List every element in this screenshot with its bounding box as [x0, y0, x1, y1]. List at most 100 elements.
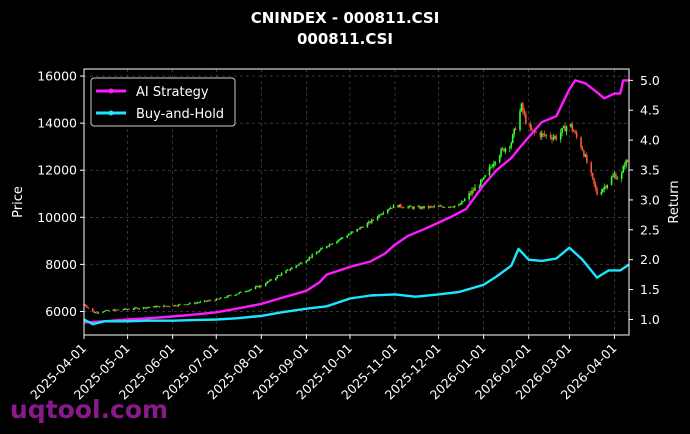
candle-body	[513, 128, 515, 135]
candle-body	[539, 132, 542, 137]
candle-body	[600, 191, 603, 195]
candle-body	[503, 148, 505, 152]
legend-label-ai: AI Strategy	[136, 85, 209, 100]
candle-body	[413, 206, 415, 209]
candle-body	[105, 310, 107, 312]
candle-body	[118, 309, 120, 311]
candle-body	[511, 134, 514, 143]
candle-body	[266, 281, 268, 284]
candle-body	[295, 265, 297, 268]
candle-body	[275, 277, 277, 281]
candle-body	[562, 126, 565, 128]
candle-body	[400, 204, 402, 208]
y-tick-label: 16000	[37, 69, 77, 84]
candle-body	[423, 206, 425, 209]
y2-tick-label: 2.5	[640, 222, 660, 237]
candle-body	[145, 307, 148, 309]
candle-body	[346, 235, 348, 238]
candle-body	[603, 186, 606, 189]
candle-body	[132, 308, 135, 310]
candle-body	[613, 174, 616, 176]
candle-body	[142, 307, 145, 309]
candle-body	[590, 162, 593, 173]
candle-body	[437, 206, 440, 207]
candle-body	[572, 130, 575, 132]
candle-body	[551, 137, 553, 140]
y2-tick-label: 3.0	[640, 192, 660, 207]
candle-body	[408, 205, 411, 207]
candle-body	[440, 205, 443, 207]
candle-body	[549, 135, 552, 138]
candle-body	[402, 207, 405, 209]
candle-body	[91, 308, 94, 312]
candle-body	[468, 193, 470, 200]
candle-body	[491, 166, 494, 168]
candle-body	[376, 217, 379, 220]
candle-body	[152, 306, 155, 308]
candle-body	[291, 267, 293, 270]
candle-body	[173, 305, 175, 307]
candle-body	[311, 254, 313, 258]
candle-body	[366, 223, 369, 228]
candle-body	[443, 207, 446, 208]
candle-body	[474, 187, 476, 191]
candle-body	[510, 142, 513, 147]
candle-body	[554, 136, 556, 138]
candle-body	[490, 166, 492, 168]
y2-axis-label: Return	[667, 180, 682, 223]
legend: AI Strategy Buy-and-Hold	[90, 77, 236, 127]
candle-body	[386, 209, 389, 213]
candle-body	[154, 306, 157, 308]
candle-body	[411, 206, 414, 209]
candle-body	[472, 190, 475, 192]
candle-body	[389, 207, 392, 209]
candle-body	[447, 207, 450, 208]
y2-tick-label: 1.0	[640, 312, 660, 327]
legend-box	[90, 77, 236, 127]
candle-body	[209, 300, 212, 302]
legend-marker-bh	[108, 110, 114, 116]
candle-body	[193, 302, 196, 304]
candle-body	[338, 239, 341, 240]
y-tick-label: 10000	[37, 210, 77, 225]
candle-body	[276, 275, 279, 278]
candle-body	[514, 128, 517, 130]
candle-body	[336, 241, 338, 244]
candle-body	[128, 309, 130, 310]
candle-body	[418, 206, 421, 209]
candle-body	[237, 293, 239, 295]
candle-body	[575, 132, 578, 138]
candle-body	[163, 305, 165, 308]
candle-body	[359, 227, 361, 230]
candle-body	[519, 111, 521, 130]
candle-body	[379, 214, 382, 216]
candle-body	[381, 213, 383, 215]
candle-body	[183, 304, 186, 306]
candle-body	[417, 206, 420, 208]
candle-body	[270, 279, 273, 281]
candle-body	[571, 124, 574, 131]
candle-body	[325, 246, 328, 249]
candle-body	[225, 297, 228, 299]
candle-body	[125, 308, 127, 310]
candle-body	[530, 127, 533, 130]
candle-body	[248, 289, 251, 291]
candle-body	[166, 305, 168, 307]
candle-body	[289, 269, 292, 271]
candle-body	[369, 221, 372, 223]
candle-body	[337, 239, 340, 242]
candle-body	[257, 286, 260, 288]
candle-body	[138, 308, 141, 310]
candle-body	[565, 126, 568, 132]
candle-body	[420, 206, 422, 209]
candle-body	[254, 286, 257, 289]
candle-body	[500, 149, 502, 156]
candle-body	[453, 205, 456, 208]
candle-body	[317, 252, 319, 253]
candle-body	[327, 245, 329, 247]
candle-body	[307, 259, 309, 261]
candle-body	[136, 307, 139, 309]
candle-body	[93, 311, 95, 314]
candle-body	[315, 252, 318, 255]
